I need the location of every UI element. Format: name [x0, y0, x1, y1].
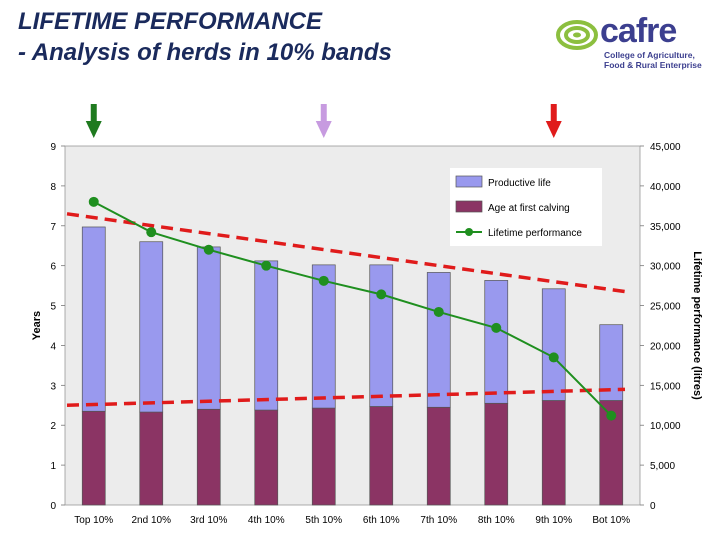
y2-tick-label: 30,000 [650, 262, 681, 273]
lifetime-performance-line [88, 196, 617, 421]
lifetime-performance-point-0 [88, 196, 99, 207]
y-tick-label: 5 [50, 302, 56, 313]
x-tick-label: 9th 10% [535, 515, 572, 526]
arrow-shaft-1 [320, 104, 327, 122]
bar-productive-life-8 [541, 288, 566, 401]
x-tick-label: Top 10% [74, 515, 113, 526]
lifetime-performance-point-4 [318, 275, 329, 286]
bar-productive-life-9 [599, 324, 624, 401]
bar-age-at-first-calving-3 [254, 409, 279, 506]
legend-swatch-1 [455, 200, 483, 213]
bar-age-at-first-calving-6 [426, 406, 451, 506]
title-line-1: LIFETIME PERFORMANCE [18, 8, 322, 35]
legend-label-1: Age at first calving [488, 203, 570, 214]
bar-productive-life-4 [311, 264, 336, 409]
bar-age-at-first-calving-7 [484, 402, 509, 506]
y2-tick-label: 15,000 [650, 381, 681, 392]
band-arrows [85, 104, 562, 138]
x-tick-label: 7th 10% [420, 515, 457, 526]
y-tick-label: 4 [50, 341, 56, 352]
y-tick-label: 7 [50, 222, 56, 233]
y-tick-label: 1 [50, 461, 56, 472]
y2-tick-label: 35,000 [650, 222, 681, 233]
logo-tagline: College of Agriculture, Food & Rural Ent… [604, 50, 702, 70]
lifetime-performance-point-1 [146, 227, 157, 238]
y-tick-label: 8 [50, 182, 56, 193]
bar-productive-life-6 [426, 272, 451, 408]
y2-tick-label: 5,000 [650, 461, 675, 472]
lifetime-performance-point-3 [261, 260, 272, 271]
y-tick-label: 3 [50, 381, 56, 392]
bar-productive-life-2 [196, 246, 221, 410]
lifetime-performance-point-6 [433, 306, 444, 317]
trend-age-at-first-calving [66, 387, 626, 408]
axes: 0 1 2 3 4 5 6 7 8 9 0 5,000 10,000 15,000 20,000 25,000… [31, 142, 703, 526]
arrow-shaft-2 [550, 104, 557, 122]
arrow-head-2 [545, 121, 562, 138]
legend: Productive life Age at first calving Lifet… [450, 168, 602, 246]
cafre-swirl-icon [556, 20, 598, 50]
bar-productive-life-1 [139, 241, 164, 413]
arrow-head-0 [85, 121, 102, 138]
logo-tagline-line-2: Food & Rural Enterprise [604, 60, 702, 70]
lifetime-performance-point-9 [606, 410, 617, 421]
y-axis-title: Years [31, 311, 43, 340]
trendlines [66, 212, 626, 408]
bars [81, 226, 624, 506]
lifetime-performance-point-7 [491, 322, 502, 333]
y2-tick-label: 20,000 [650, 341, 681, 352]
legend-label-0: Productive life [488, 178, 551, 189]
bar-productive-life-0 [81, 226, 106, 412]
lifetime-performance-point-2 [203, 244, 214, 255]
y-tick-label: 2 [50, 421, 56, 432]
y2-tick-label: 45,000 [650, 142, 681, 153]
y2-tick-label: 10,000 [650, 421, 681, 432]
bar-productive-life-7 [484, 280, 509, 404]
lifetime-performance-point-8 [548, 352, 559, 363]
arrow-head-1 [315, 121, 332, 138]
x-tick-label: 6th 10% [363, 515, 400, 526]
y-tick-label: 0 [50, 501, 56, 512]
x-tick-label: 2nd 10% [132, 515, 172, 526]
title-line-2: - Analysis of herds in 10% bands [18, 39, 392, 66]
bar-age-at-first-calving-0 [81, 410, 106, 506]
x-tick-label: 3rd 10% [190, 515, 227, 526]
legend-marker-2 [465, 228, 473, 236]
cafre-logo: cafre College of Agriculture, Food & Rur… [556, 12, 706, 74]
y2-tick-label: 25,000 [650, 302, 681, 313]
lifetime-performance-path [93, 200, 612, 417]
lifetime-performance-point-5 [376, 289, 387, 300]
bar-productive-life-5 [369, 264, 394, 407]
legend-swatch-0 [455, 175, 483, 188]
y2-axis-title: Lifetime performance (litres) [691, 251, 703, 400]
x-tick-label: Bot 10% [592, 515, 630, 526]
bar-age-at-first-calving-5 [369, 406, 394, 506]
x-tick-label: 4th 10% [248, 515, 285, 526]
y2-tick-label: 40,000 [650, 182, 681, 193]
bar-age-at-first-calving-1 [139, 411, 164, 506]
bar-age-at-first-calving-8 [541, 400, 566, 506]
bar-age-at-first-calving-4 [311, 407, 336, 506]
bar-productive-life-3 [254, 260, 279, 411]
arrow-shaft-0 [90, 104, 97, 122]
y-tick-label: 6 [50, 262, 56, 273]
y2-tick-label: 0 [650, 501, 656, 512]
y-tick-label: 9 [50, 142, 56, 153]
slide-title: LIFETIME PERFORMANCE - Analysis of herds… [18, 6, 392, 68]
legend-label-2: Lifetime performance [488, 228, 582, 239]
logo-tagline-line-1: College of Agriculture, [604, 50, 695, 60]
bar-age-at-first-calving-2 [196, 408, 221, 506]
x-tick-label: 5th 10% [305, 515, 342, 526]
x-tick-label: 8th 10% [478, 515, 515, 526]
logo-wordmark: cafre [600, 12, 677, 50]
